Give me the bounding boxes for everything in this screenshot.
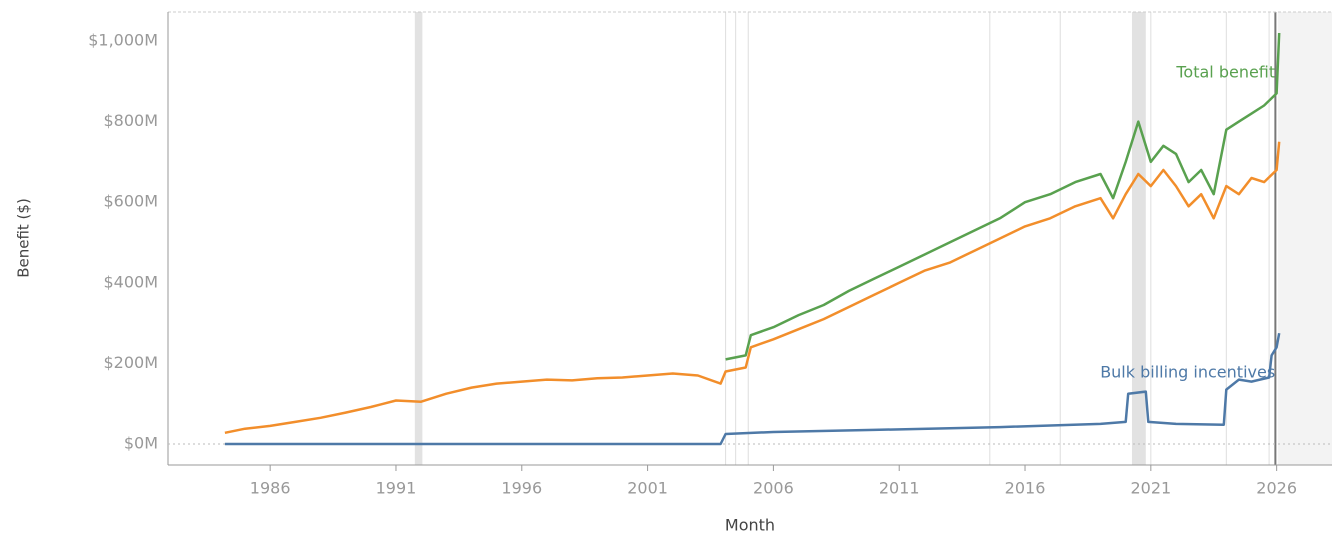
series-label: Bulk billing incentives bbox=[1100, 363, 1275, 382]
x-tick-label: 2026 bbox=[1256, 479, 1297, 498]
y-tick-label: $0M bbox=[124, 434, 158, 453]
y-tick-label: $800M bbox=[103, 111, 158, 130]
series-line bbox=[224, 332, 1281, 446]
y-axis-title: Benefit ($) bbox=[15, 198, 33, 278]
x-tick-label: 2001 bbox=[627, 479, 668, 498]
y-tick-label: $600M bbox=[103, 192, 158, 211]
y-tick-label: $200M bbox=[103, 353, 158, 372]
x-tick-label: 1996 bbox=[501, 479, 542, 498]
x-tick-label: 1986 bbox=[250, 479, 291, 498]
series-line bbox=[224, 141, 1281, 435]
series-label: Total benefit bbox=[1175, 62, 1275, 81]
highlight-band bbox=[1131, 12, 1146, 465]
x-tick-label: 2016 bbox=[1005, 479, 1046, 498]
x-tick-label: 2011 bbox=[879, 479, 920, 498]
series-line bbox=[725, 32, 1281, 361]
x-tick-label: 2006 bbox=[753, 479, 794, 498]
highlight-band bbox=[414, 12, 423, 465]
y-tick-label: $400M bbox=[103, 272, 158, 291]
future-shade bbox=[1277, 12, 1332, 465]
x-axis-title: Month bbox=[725, 516, 775, 535]
y-tick-label: $1,000M bbox=[88, 31, 158, 50]
x-tick-label: 1991 bbox=[376, 479, 417, 498]
x-tick-label: 2021 bbox=[1130, 479, 1171, 498]
